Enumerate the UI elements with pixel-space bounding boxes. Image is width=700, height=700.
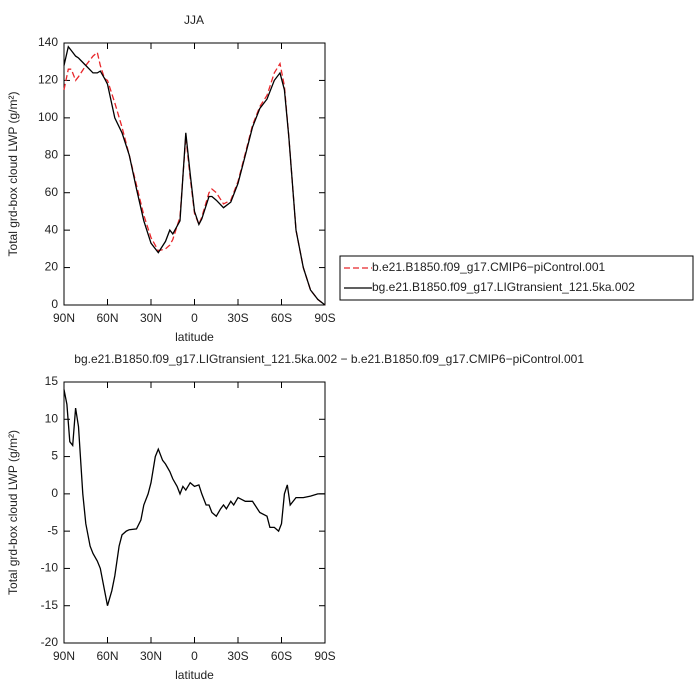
x-tick-label: 30N xyxy=(140,311,162,325)
y-tick-label: -5 xyxy=(47,523,58,537)
y-tick-label: 15 xyxy=(45,374,59,388)
y-tick-label: 10 xyxy=(45,411,59,425)
data-line xyxy=(63,389,325,606)
y-tick-label: -10 xyxy=(41,561,59,575)
y-tick-label: 40 xyxy=(45,222,59,236)
data-line xyxy=(63,51,326,306)
x-tick-label: 90N xyxy=(53,311,75,325)
x-tick-label: 60N xyxy=(96,311,118,325)
y-tick-label: 0 xyxy=(51,297,58,311)
y-tick-label: 140 xyxy=(38,35,58,49)
y-tick-label: 0 xyxy=(51,486,58,500)
x-tick-label: 60N xyxy=(96,649,118,663)
x-tick-label: 60S xyxy=(271,311,292,325)
legend-box xyxy=(339,255,694,301)
chart-title: bg.e21.B1850.f09_g17.LIGtransient_121.5k… xyxy=(74,352,584,366)
x-tick-label: 60S xyxy=(271,649,292,663)
data-line xyxy=(63,45,326,306)
y-axis-label: Total grd-box cloud LWP (g/m²) xyxy=(6,430,20,595)
x-tick-label: 90S xyxy=(314,311,335,325)
plot-frame xyxy=(63,42,326,306)
x-tick-label: 30S xyxy=(227,649,248,663)
chart-title: JJA xyxy=(184,13,204,27)
y-tick-label: 120 xyxy=(38,73,58,87)
x-tick-label: 0 xyxy=(191,311,198,325)
x-tick-label: 90S xyxy=(314,649,335,663)
y-tick-label: 20 xyxy=(45,260,59,274)
x-axis-label: latitude xyxy=(175,668,214,682)
y-tick-label: 80 xyxy=(45,147,59,161)
x-tick-label: 30N xyxy=(140,649,162,663)
x-tick-label: 30S xyxy=(227,311,248,325)
y-tick-label: 60 xyxy=(45,185,59,199)
x-axis-label: latitude xyxy=(175,330,214,344)
plot-frame xyxy=(63,381,326,644)
x-tick-label: 90N xyxy=(53,649,75,663)
y-tick-label: -20 xyxy=(41,635,59,649)
legend-label: bg.e21.B1850.f09_g17.LIGtransient_121.5k… xyxy=(372,280,635,294)
y-axis-label: Total grd-box cloud LWP (g/m²) xyxy=(6,92,20,257)
legend-label: b.e21.B1850.f09_g17.CMIP6−piControl.001 xyxy=(372,260,605,274)
y-tick-label: 5 xyxy=(51,449,58,463)
y-tick-label: 100 xyxy=(38,110,58,124)
y-tick-label: -15 xyxy=(41,598,59,612)
x-tick-label: 0 xyxy=(191,649,198,663)
